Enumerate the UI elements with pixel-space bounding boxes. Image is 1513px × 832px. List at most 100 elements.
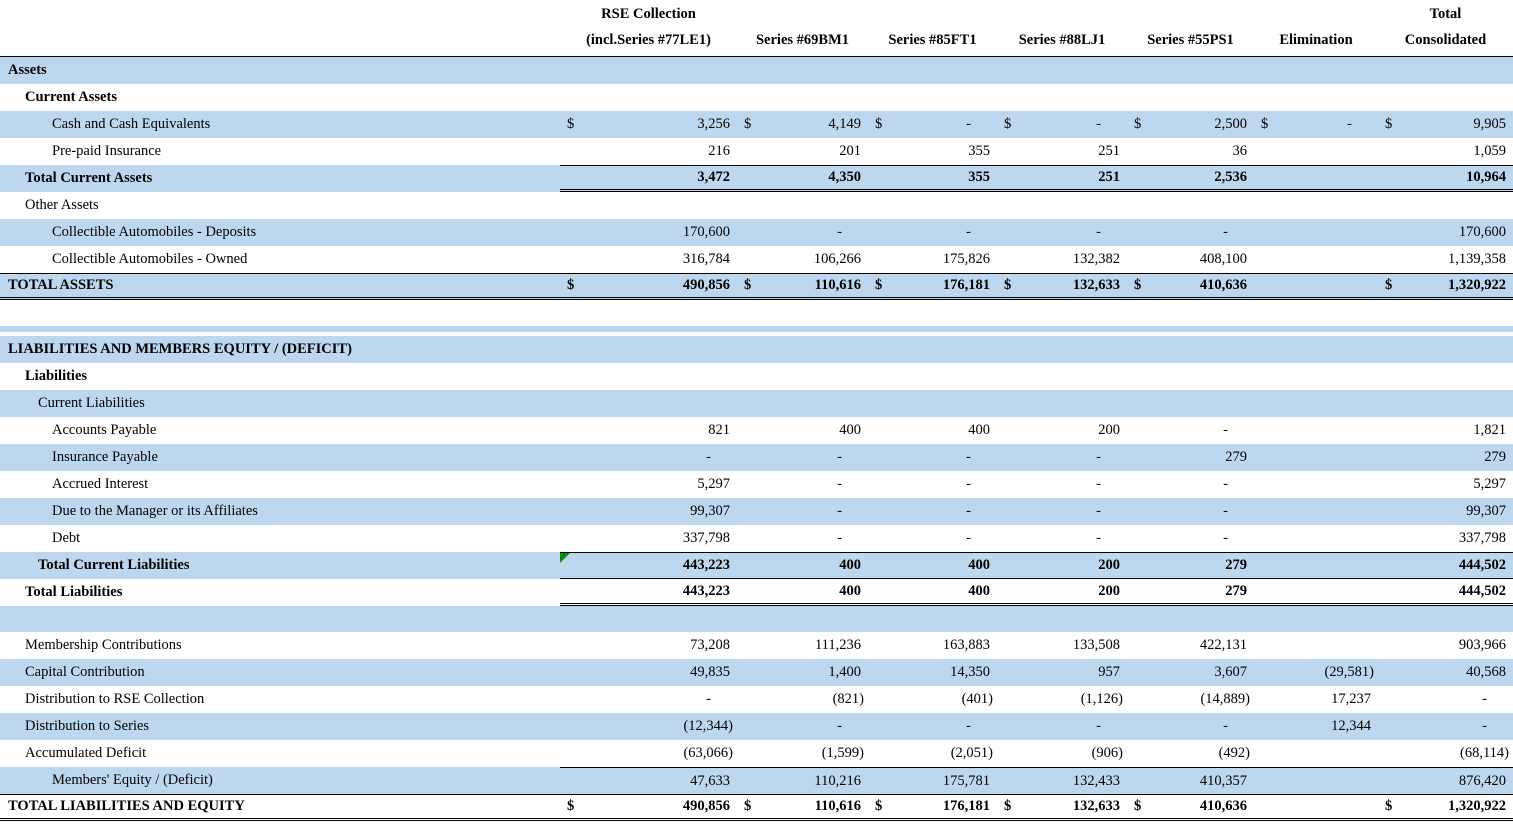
value-cell[interactable]	[1254, 417, 1378, 444]
value-cell[interactable]: 3,472	[560, 165, 737, 192]
value-cell[interactable]: -	[1127, 525, 1254, 552]
value-cell[interactable]: -	[868, 498, 997, 525]
row-label[interactable]: Membership Contributions	[25, 637, 182, 653]
value-cell[interactable]: 422,131	[1127, 632, 1254, 659]
row-label[interactable]: Accounts Payable	[52, 422, 157, 438]
value-cell[interactable]	[737, 363, 868, 390]
value-cell[interactable]: 47,633	[560, 767, 737, 794]
value-cell[interactable]	[560, 192, 737, 219]
row-label[interactable]: LIABILITIES AND MEMBERS EQUITY / (DEFICI…	[8, 341, 352, 357]
row-label[interactable]: Distribution to RSE Collection	[25, 691, 205, 707]
value-cell[interactable]: 251	[997, 165, 1127, 192]
value-cell[interactable]	[1127, 390, 1254, 417]
value-cell[interactable]: (2,051)	[868, 740, 997, 767]
value-cell[interactable]: 4,350	[737, 165, 868, 192]
value-cell[interactable]: 17,237	[1254, 686, 1378, 713]
value-cell[interactable]	[1254, 552, 1378, 579]
value-cell[interactable]: -	[1378, 686, 1513, 713]
value-cell[interactable]: 133,508	[997, 632, 1127, 659]
value-cell[interactable]: -	[868, 525, 997, 552]
value-cell[interactable]	[737, 336, 868, 363]
value-cell[interactable]: -	[868, 713, 997, 740]
row-label[interactable]: Other Assets	[25, 197, 99, 213]
value-cell[interactable]	[997, 363, 1127, 390]
value-cell[interactable]: 200	[997, 552, 1127, 579]
value-cell[interactable]: 5,297	[560, 471, 737, 498]
value-cell[interactable]: -	[997, 713, 1127, 740]
value-cell[interactable]: -	[737, 219, 868, 246]
value-cell[interactable]	[560, 84, 737, 111]
value-cell[interactable]	[1254, 138, 1378, 165]
value-cell[interactable]: 443,223	[560, 552, 737, 579]
value-cell[interactable]: (29,581)	[1254, 659, 1378, 686]
row-label[interactable]: Total Current Liabilities	[38, 557, 190, 573]
value-cell[interactable]	[737, 390, 868, 417]
row-label[interactable]: Accrued Interest	[52, 476, 149, 492]
value-cell[interactable]	[997, 57, 1127, 84]
value-cell[interactable]: 279	[1127, 444, 1254, 471]
value-cell[interactable]: 903,966	[1378, 632, 1513, 659]
value-cell[interactable]	[1254, 246, 1378, 273]
value-cell[interactable]: -	[560, 686, 737, 713]
value-cell[interactable]: $490,856	[560, 795, 737, 818]
value-cell[interactable]: -	[737, 471, 868, 498]
value-cell[interactable]	[997, 192, 1127, 219]
value-cell[interactable]	[1254, 274, 1378, 297]
value-cell[interactable]: 200	[997, 417, 1127, 444]
value-cell[interactable]: $110,616	[737, 795, 868, 818]
value-cell[interactable]: $4,149	[737, 111, 868, 138]
value-cell[interactable]: 106,266	[737, 246, 868, 273]
value-cell[interactable]: 279	[1378, 444, 1513, 471]
row-label[interactable]: Current Assets	[25, 89, 117, 105]
value-cell[interactable]: (401)	[868, 686, 997, 713]
value-cell[interactable]	[1127, 57, 1254, 84]
value-cell[interactable]	[1254, 165, 1378, 192]
value-cell[interactable]	[1254, 795, 1378, 818]
value-cell[interactable]: 132,433	[997, 767, 1127, 794]
value-cell[interactable]	[1254, 767, 1378, 794]
value-cell[interactable]	[1254, 579, 1378, 606]
value-cell[interactable]: -	[737, 444, 868, 471]
value-cell[interactable]: $3,256	[560, 111, 737, 138]
value-cell[interactable]: 821	[560, 417, 737, 444]
value-cell[interactable]: 876,420	[1378, 767, 1513, 794]
value-cell[interactable]	[1254, 444, 1378, 471]
row-label[interactable]: Liabilities	[25, 368, 88, 384]
value-cell[interactable]: 1,400	[737, 659, 868, 686]
value-cell[interactable]: 337,798	[1378, 525, 1513, 552]
value-cell[interactable]: 99,307	[1378, 498, 1513, 525]
value-cell[interactable]: (12,344)	[560, 713, 737, 740]
value-cell[interactable]: 400	[868, 417, 997, 444]
value-cell[interactable]: 400	[737, 417, 868, 444]
value-cell[interactable]	[868, 390, 997, 417]
value-cell[interactable]: 99,307	[560, 498, 737, 525]
value-cell[interactable]: 132,382	[997, 246, 1127, 273]
value-cell[interactable]	[868, 57, 997, 84]
value-cell[interactable]: $ -	[868, 111, 997, 138]
value-cell[interactable]: 400	[868, 579, 997, 606]
value-cell[interactable]: 410,357	[1127, 767, 1254, 794]
value-cell[interactable]: (1,599)	[737, 740, 868, 767]
value-cell[interactable]: -	[997, 444, 1127, 471]
value-cell[interactable]: 10,964	[1378, 165, 1513, 192]
value-cell[interactable]	[868, 84, 997, 111]
value-cell[interactable]: 355	[868, 165, 997, 192]
value-cell[interactable]	[560, 336, 737, 363]
value-cell[interactable]: 400	[737, 579, 868, 606]
value-cell[interactable]: -	[1127, 471, 1254, 498]
value-cell[interactable]: -	[868, 444, 997, 471]
value-cell[interactable]: 316,784	[560, 246, 737, 273]
value-cell[interactable]	[560, 363, 737, 390]
value-cell[interactable]: $9,905	[1378, 111, 1513, 138]
value-cell[interactable]: -	[1378, 713, 1513, 740]
value-cell[interactable]	[868, 192, 997, 219]
value-cell[interactable]: 400	[868, 552, 997, 579]
value-cell[interactable]	[1378, 336, 1513, 363]
value-cell[interactable]: $132,633	[997, 274, 1127, 297]
value-cell[interactable]	[1254, 740, 1378, 767]
value-cell[interactable]	[1254, 471, 1378, 498]
value-cell[interactable]: 175,826	[868, 246, 997, 273]
value-cell[interactable]: -	[560, 444, 737, 471]
row-label[interactable]: Capital Contribution	[25, 664, 145, 680]
value-cell[interactable]: $1,320,922	[1378, 795, 1513, 818]
